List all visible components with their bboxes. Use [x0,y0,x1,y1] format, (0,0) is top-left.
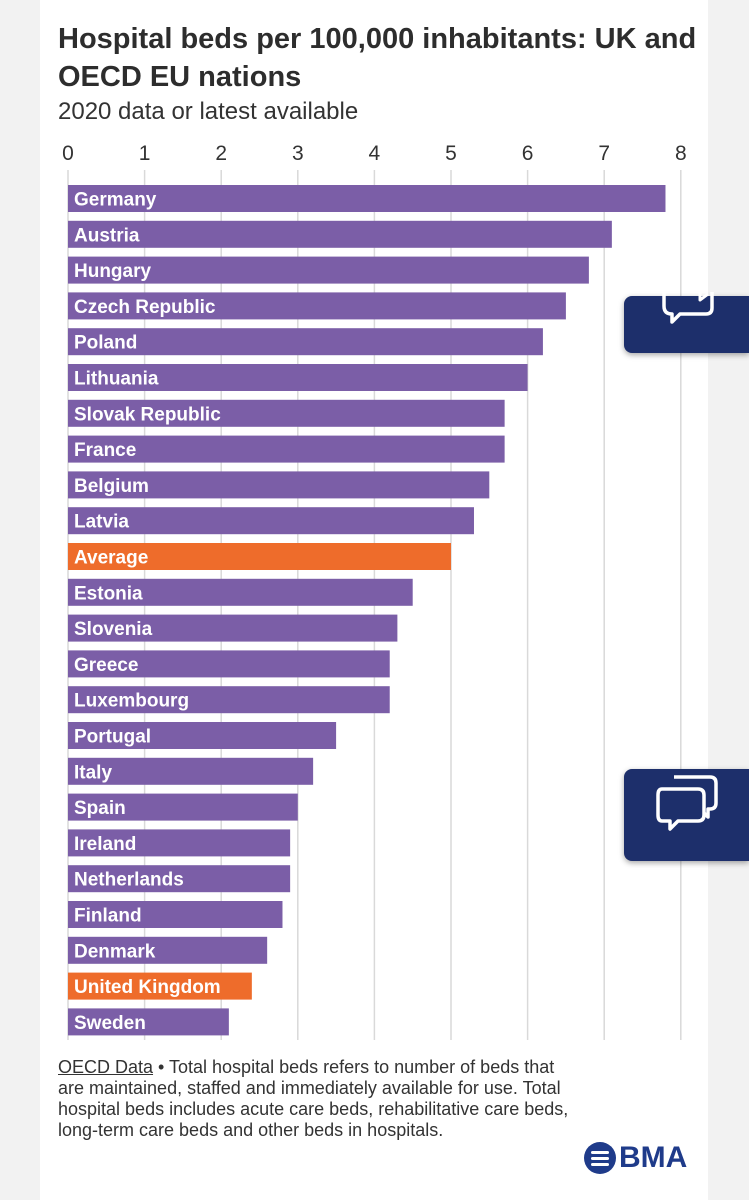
bar-label: Slovak Republic [74,404,221,425]
bar-label: Lithuania [74,369,159,390]
bar-label: Luxembourg [74,691,189,712]
chat-bubbles-icon [662,292,714,324]
bar-label: Average [74,548,148,569]
bar-group: Ireland [68,829,291,857]
bar [68,1008,229,1036]
bar-group: Belgium [68,471,490,499]
bar-group: Spain [68,793,298,821]
bar-label: Austria [74,225,140,246]
bar [68,829,291,857]
logo-text: BMA [619,1141,688,1174]
footnote: OECD Data • Total hospital beds refers t… [58,1057,578,1141]
bar [68,507,474,535]
x-tick-label: 6 [522,142,534,165]
bar [68,722,337,749]
bar-group: United Kingdom [68,972,252,1000]
bar-label: Estonia [74,583,143,604]
bar [68,256,589,284]
bma-logo-icon [584,1142,616,1174]
x-tick-label: 7 [598,142,610,165]
bar-group: Italy [68,757,314,785]
bar [68,292,566,320]
bar [68,972,252,1000]
bar-label: Ireland [74,834,136,855]
bar-label: Spain [74,798,126,819]
x-tick-label: 3 [292,142,304,165]
x-tick-label: 4 [369,142,381,165]
x-tick-label: 8 [675,142,687,165]
bar-label: France [74,440,136,461]
bar-label: Italy [74,762,112,783]
bar-group: Estonia [68,578,413,606]
bar [68,435,505,463]
bar [68,865,291,893]
chart-title: Hospital beds per 100,000 inhabitants: U… [58,23,697,93]
bma-logo: BMA [584,1140,687,1176]
bar [68,543,451,570]
bar-group: Sweden [68,1008,229,1036]
bar [68,614,398,642]
bar [68,220,612,248]
bar-group: Greece [68,650,390,678]
bar-label: Germany [74,190,157,211]
source-link[interactable]: OECD Data [58,1057,154,1077]
bar-label: Czech Republic [74,297,216,318]
bar [68,364,528,391]
bar-group: Poland [68,328,543,356]
bars: Germany Austria Hungary Czech Republic Polan… [68,185,666,1036]
bar-group: Slovenia [68,614,398,642]
bar-label: Portugal [74,727,151,748]
bar-group: Austria [68,220,612,248]
x-axis-ticks: 0 1 2 3 4 5 6 7 8 [62,142,686,165]
bar [68,686,390,714]
x-tick-label: 2 [215,142,227,165]
bar [68,185,666,212]
bar-chart: 0 1 2 3 4 5 6 7 8 Germany Austria Hungary Czech Rep… [62,142,687,1040]
bar-label: Slovenia [74,619,153,640]
chart-subtitle: 2020 data or latest available [58,98,359,125]
bar-label: Greece [74,655,138,676]
bar-group: Germany [68,185,666,212]
bar-group: Denmark [68,936,268,964]
bar-label: Finland [74,906,142,927]
footnote-text: Total hospital beds refers to number of … [58,1057,569,1140]
bar-label: United Kingdom [74,977,221,998]
bar [68,399,505,427]
chat-bubbles-icon [656,775,718,831]
bar-group: Latvia [68,507,474,535]
chat-button[interactable] [624,292,749,353]
bar-group: Lithuania [68,364,528,391]
x-tick-label: 0 [62,142,74,165]
bar [68,793,298,821]
x-tick-label: 1 [139,142,151,165]
bar [68,578,413,606]
bar-label: Latvia [74,512,129,533]
bar [68,757,314,785]
bar-group: Average [68,543,451,570]
bar [68,650,390,678]
bar-group: Finland [68,901,283,928]
footnote-separator: • [153,1057,170,1077]
bar-label: Poland [74,333,137,354]
bar-group: Netherlands [68,865,291,893]
bar-group: Hungary [68,256,589,284]
x-tick-label: 5 [445,142,457,165]
bar-group: France [68,435,505,463]
bar [68,471,490,499]
bar-label: Sweden [74,1013,146,1034]
bar-group: Slovak Republic [68,399,505,427]
bar-label: Hungary [74,261,152,282]
bar-group: Portugal [68,722,337,749]
bar-group: Czech Republic [68,292,566,320]
bar-label: Belgium [74,476,149,497]
bar [68,328,543,356]
bar [68,901,283,928]
bar-label: Denmark [74,941,156,962]
chat-button[interactable] [624,769,749,861]
bar [68,936,268,964]
bar-group: Luxembourg [68,686,390,714]
bar-label: Netherlands [74,870,184,891]
